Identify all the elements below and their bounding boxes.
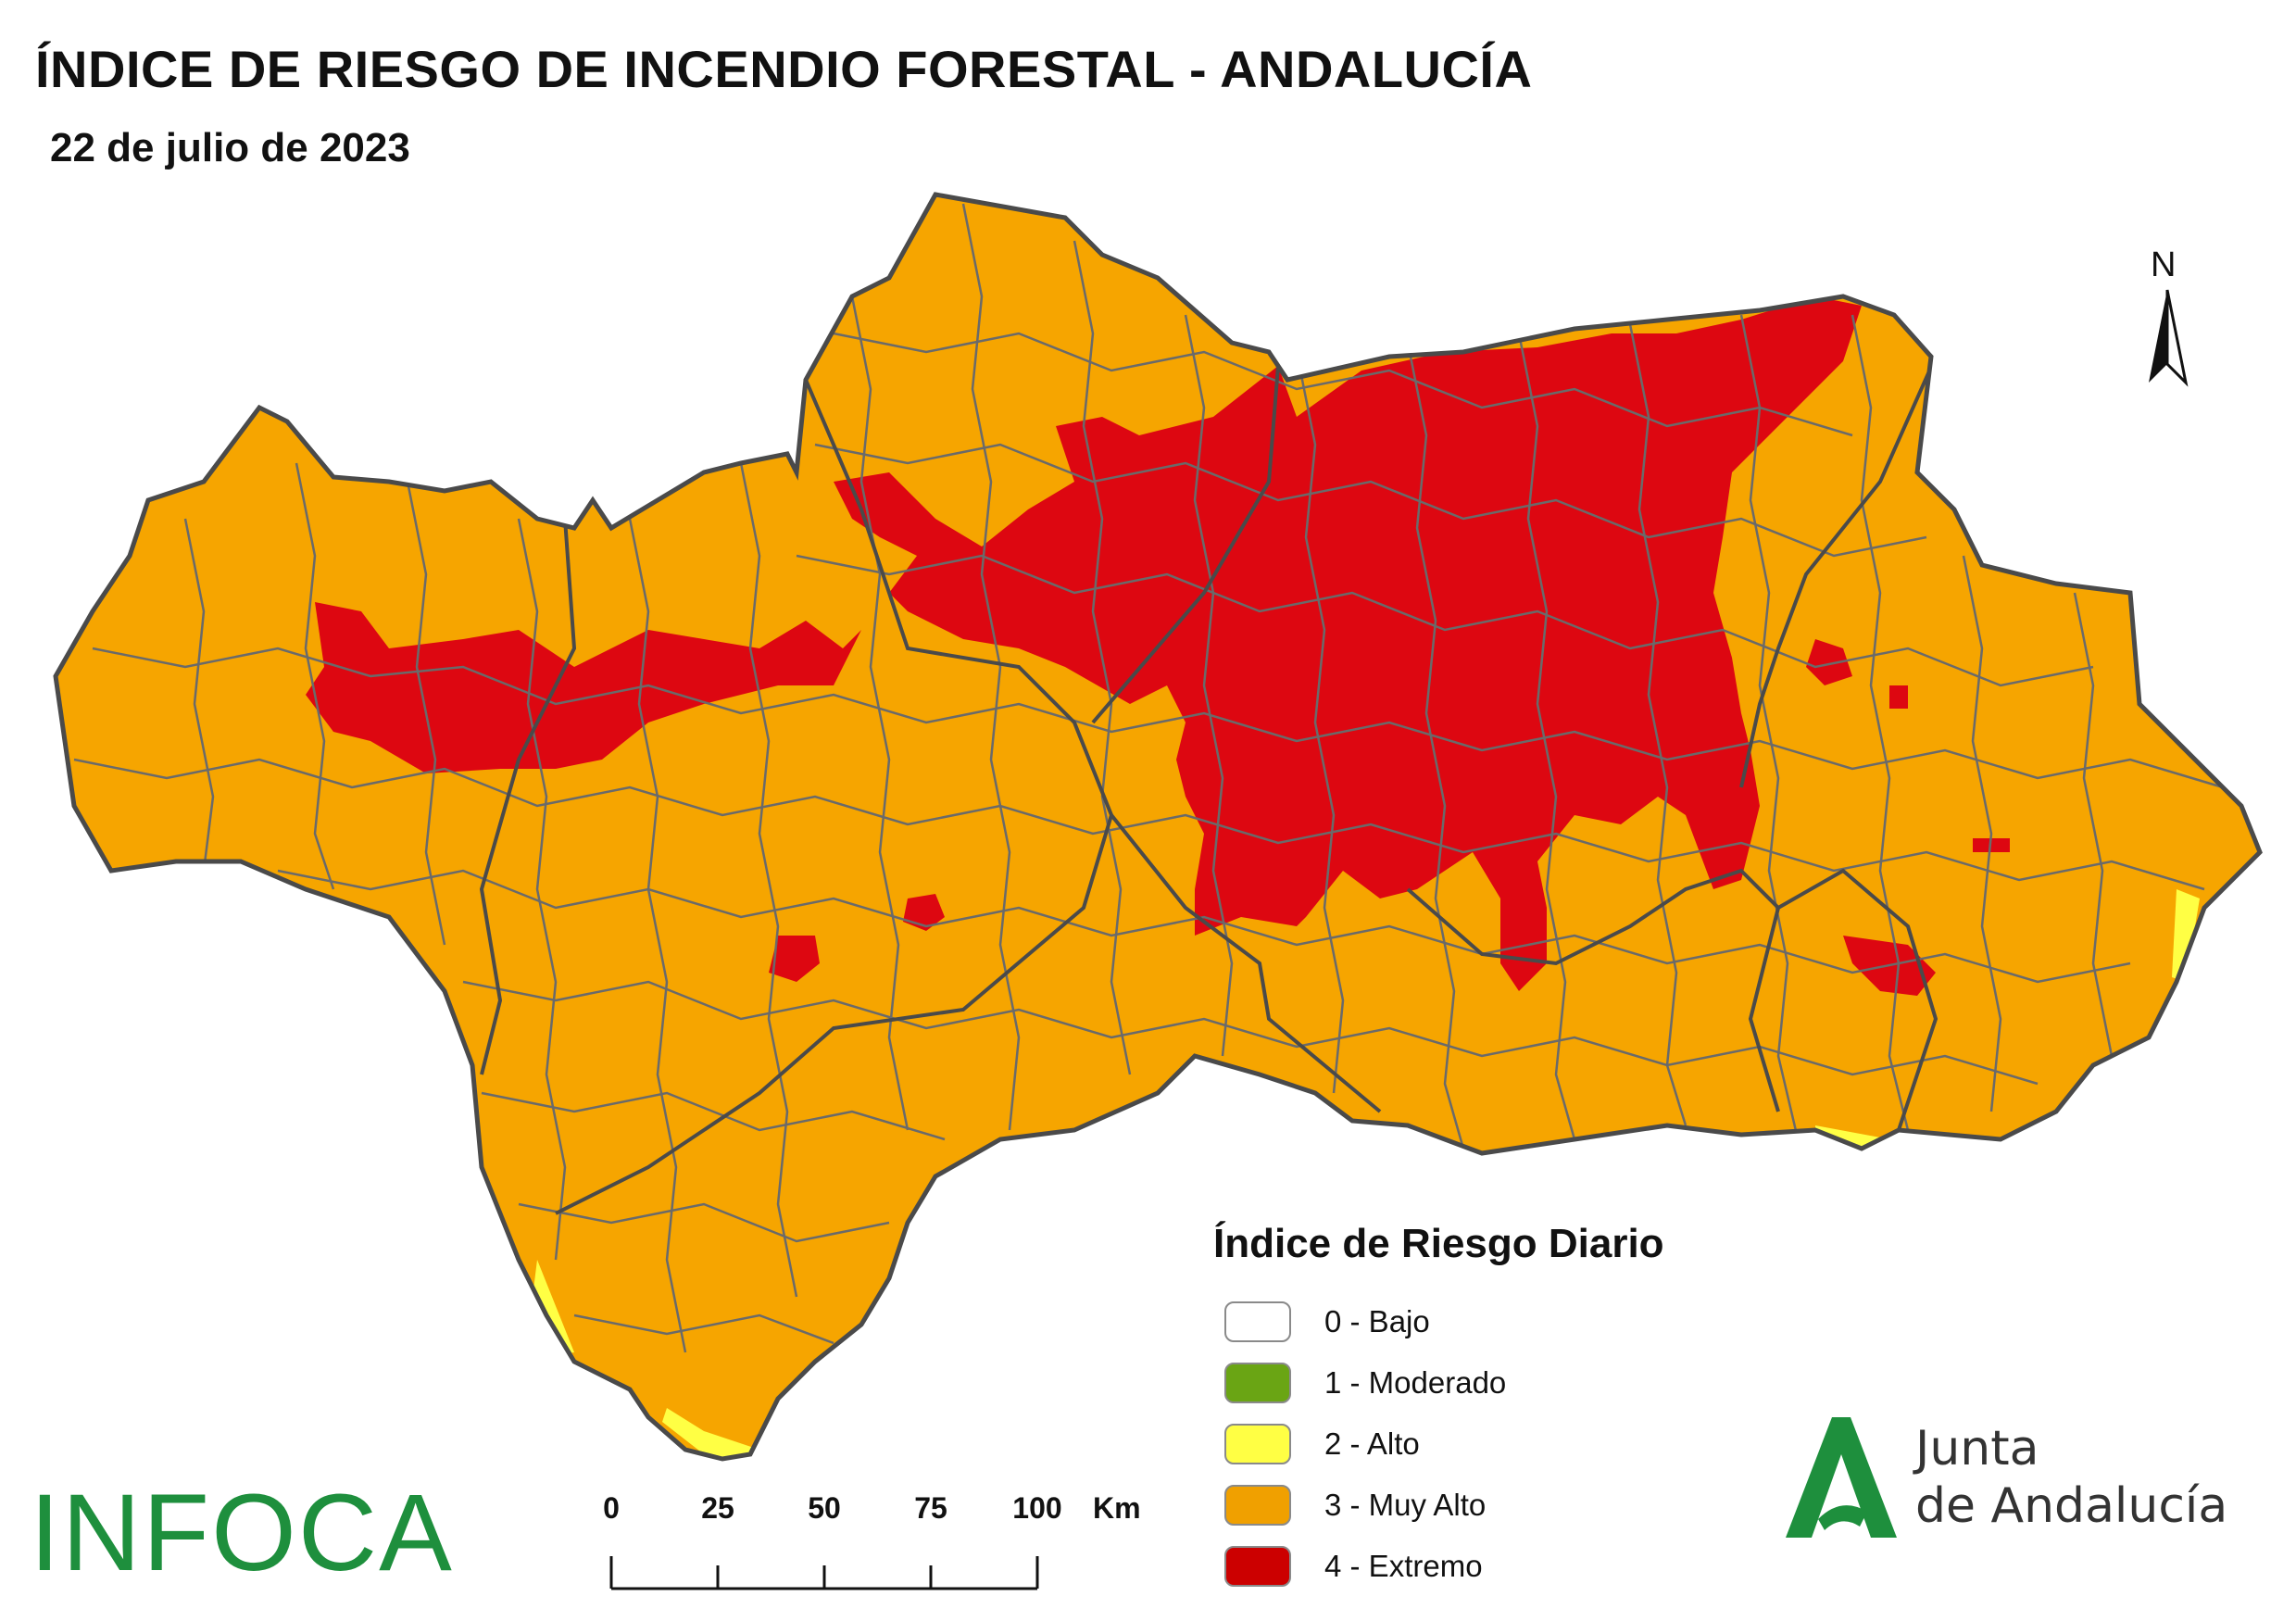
scale-bar-graphic (609, 1556, 1039, 1590)
scale-tick-label: 0 (603, 1491, 620, 1525)
legend-label: 4 - Extremo (1324, 1549, 1483, 1583)
legend-item: 4 - Extremo (1213, 1536, 1917, 1597)
extreme-zone-west (306, 602, 861, 773)
legend-swatch-moderate (1224, 1363, 1291, 1403)
extreme-zone-east2 (1889, 685, 1908, 709)
scale-tick-label: 25 (701, 1491, 734, 1525)
scale-tick-label: 100 (1012, 1491, 1062, 1525)
map-date: 22 de julio de 2023 (50, 125, 410, 170)
north-arrow: N (2130, 245, 2204, 394)
legend: Índice de Riesgo Diario 0 - Bajo 1 - Mod… (1213, 1221, 1917, 1597)
extreme-zone-south (769, 936, 820, 982)
extreme-zone-center-north (834, 296, 1862, 991)
legend-label: 1 - Moderado (1324, 1365, 1507, 1400)
scale-tick-label: 75 (914, 1491, 947, 1525)
extreme-risk-areas (306, 296, 2010, 996)
legend-title: Índice de Riesgo Diario (1213, 1221, 1664, 1266)
legend-swatch-high (1224, 1424, 1291, 1464)
map-title: ÍNDICE DE RIESGO DE INCENDIO FORESTAL - … (35, 40, 1533, 98)
scale-unit: Km (1093, 1491, 1141, 1525)
legend-swatch-low (1224, 1301, 1291, 1342)
legend-swatch-extreme (1224, 1546, 1291, 1587)
municipal-boundaries (73, 203, 2224, 1353)
extreme-zone-east (1806, 639, 1852, 685)
scale-bar: 0 25 50 75 100 Km (593, 1491, 1167, 1602)
legend-label: 3 - Muy Alto (1324, 1488, 1487, 1522)
province-boundaries (479, 356, 1938, 1215)
legend-swatch-very-high (1224, 1485, 1291, 1526)
scale-tick-label: 50 (808, 1491, 841, 1525)
north-arrow-icon (2149, 289, 2189, 387)
north-label: N (2151, 245, 2177, 284)
junta-name-line2: de Andalucía (1915, 1478, 2228, 1534)
junta-emblem-icon (1786, 1417, 1897, 1538)
infoca-logo: INFOCA (30, 1472, 454, 1594)
legend-item: 3 - Muy Alto (1213, 1475, 1917, 1536)
legend-label: 0 - Bajo (1324, 1304, 1430, 1338)
legend-label: 2 - Alto (1324, 1426, 1420, 1461)
legend-item: 2 - Alto (1213, 1414, 1917, 1475)
junta-name-line1: Junta (1915, 1421, 2039, 1476)
legend-item: 0 - Bajo (1213, 1291, 1917, 1352)
junta-de-andalucia-logo: Junta de Andalucía (1767, 1408, 2267, 1547)
legend-item: 1 - Moderado (1213, 1352, 1917, 1414)
